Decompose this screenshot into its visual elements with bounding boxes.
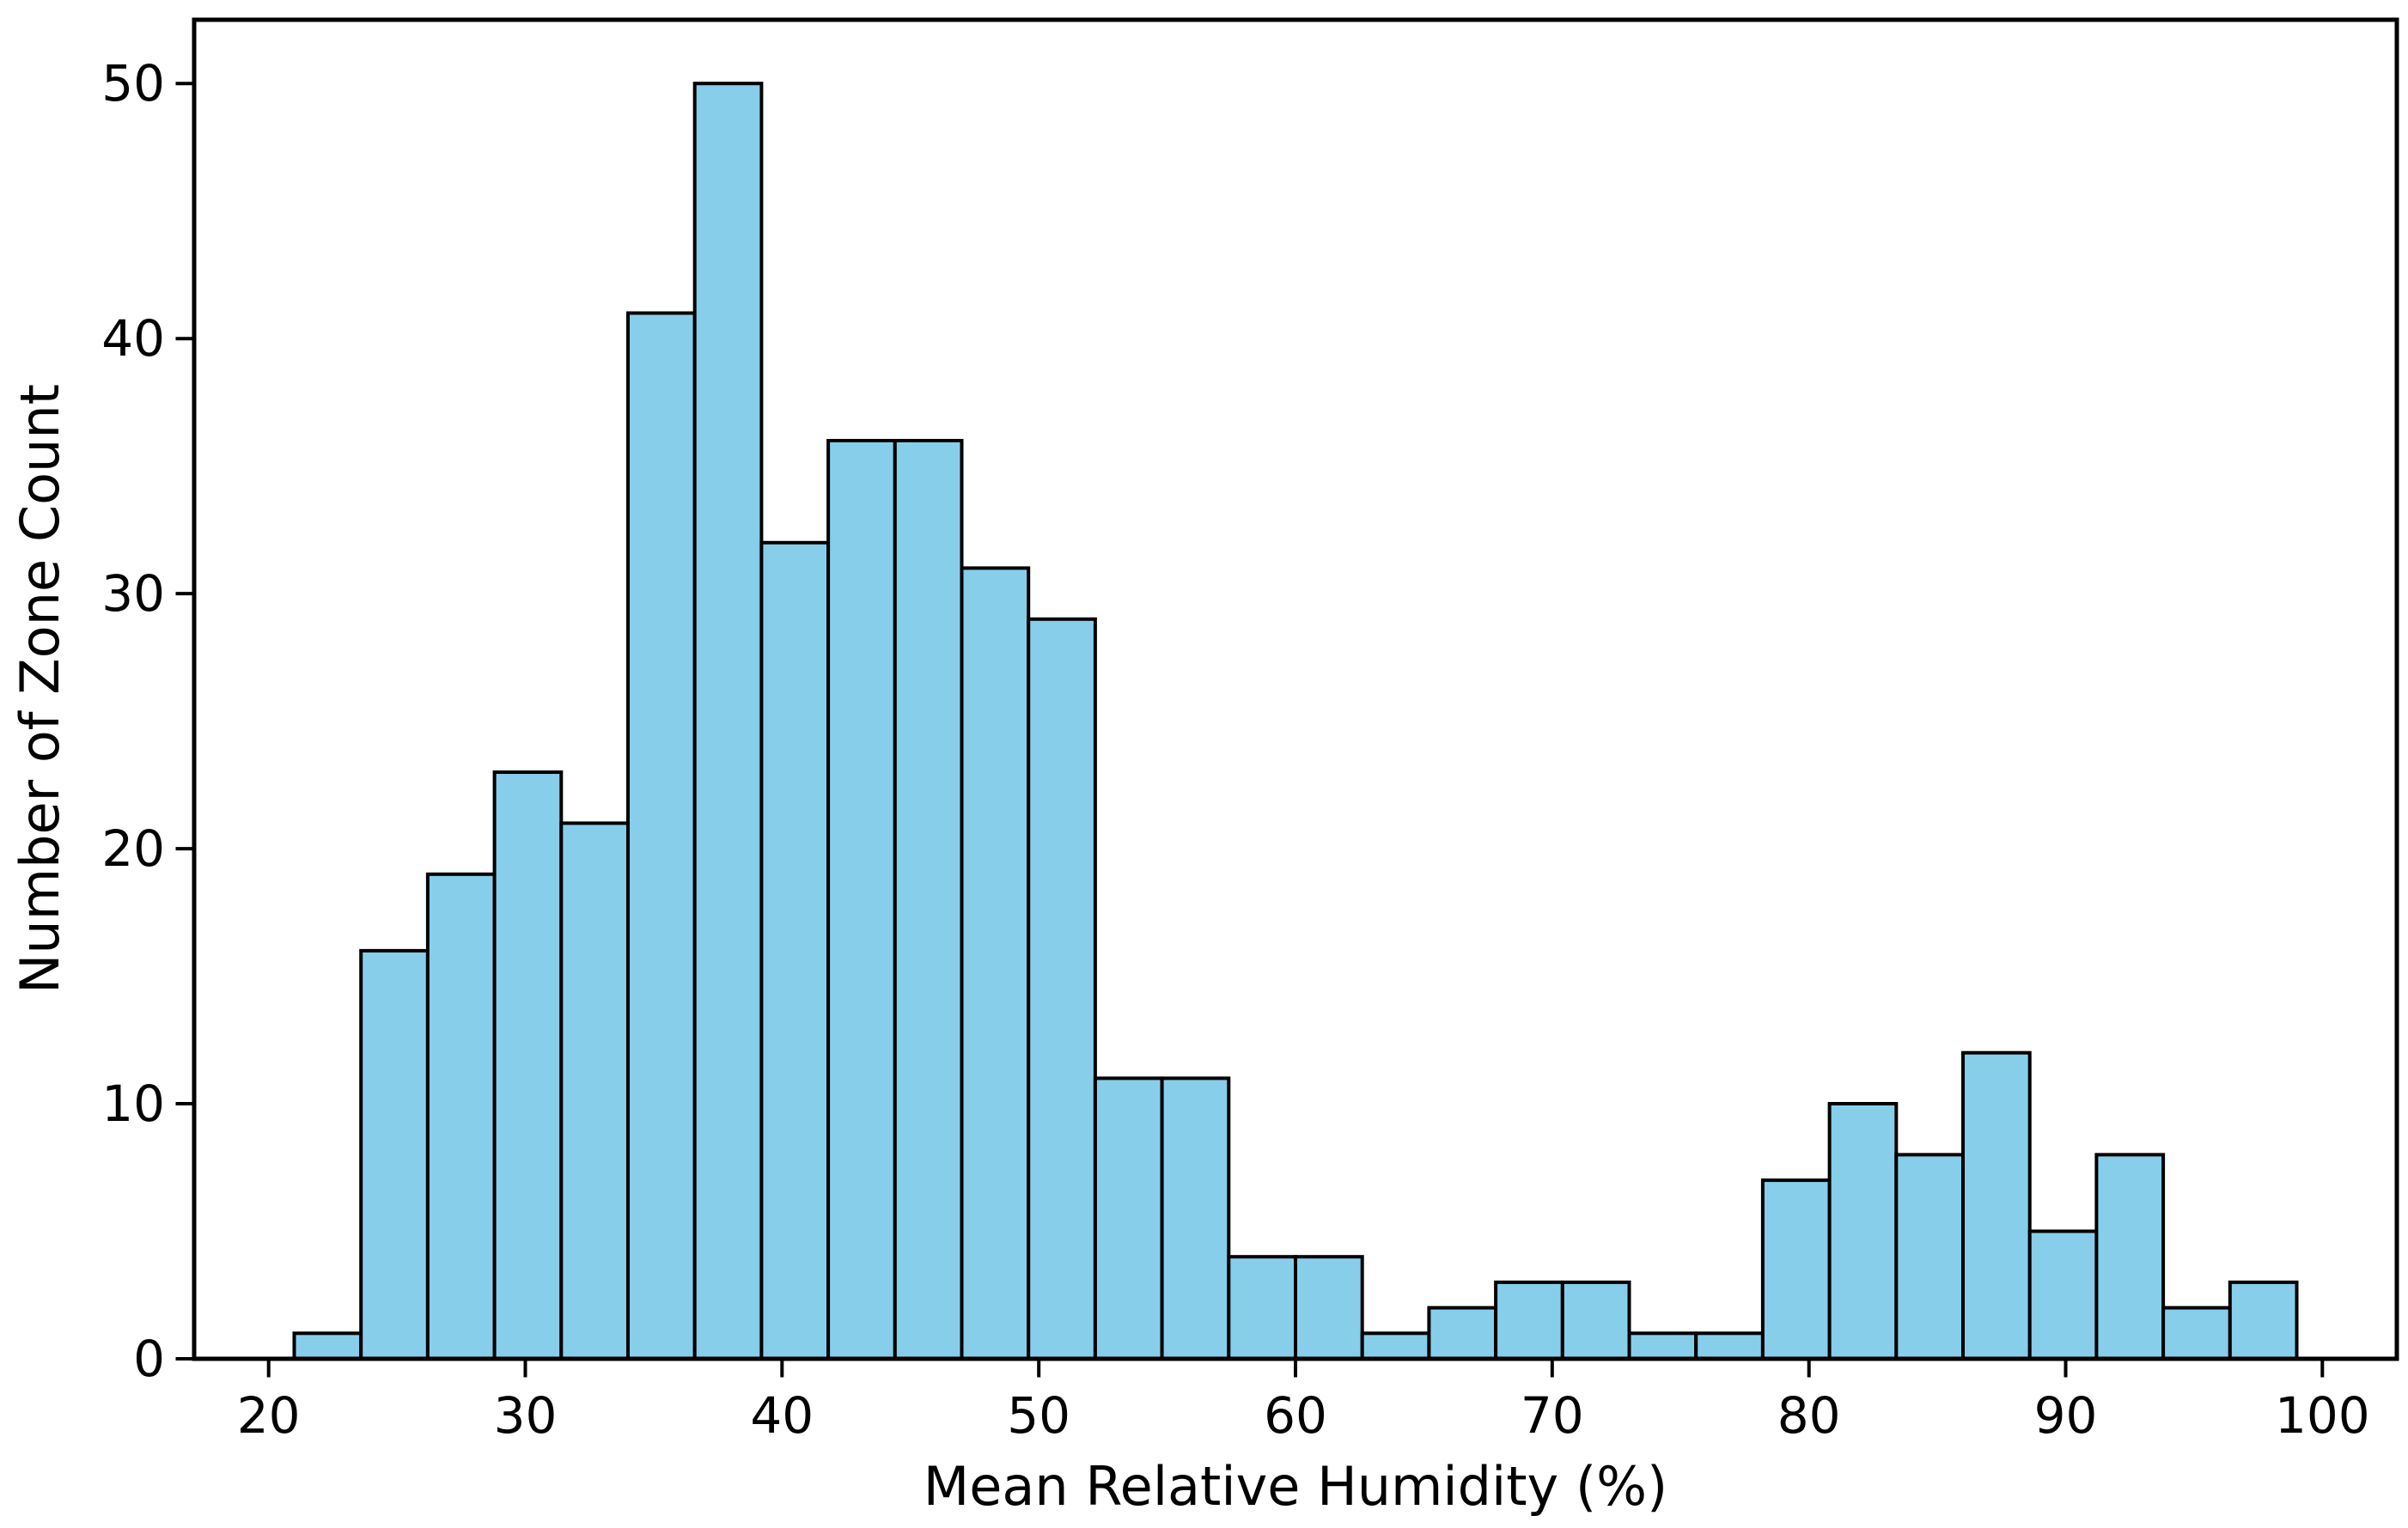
ticks-group: 20 30 40 50 60 70 80 90 100 0 10 20 30 40 50 [101, 54, 2369, 1445]
histogram-bar [2161, 1306, 2232, 1361]
histogram-bar [2094, 1153, 2166, 1361]
histogram-bar [1227, 1255, 1298, 1361]
x-axis-label: Mean Relative Humidity (%) [924, 1455, 1668, 1518]
histogram-bar [1427, 1306, 1498, 1361]
histogram-bar [1894, 1153, 1966, 1361]
x-tick-label: 80 [1777, 1386, 1841, 1445]
histogram-bar [1494, 1280, 1564, 1361]
histogram-bar [1027, 617, 1097, 1361]
y-tick-label: 20 [101, 819, 165, 878]
histogram-bar [425, 872, 497, 1361]
y-tick-label: 10 [101, 1074, 165, 1133]
histogram-bar [893, 439, 964, 1361]
x-tick-label: 90 [2034, 1386, 2098, 1445]
x-tick-label: 70 [1521, 1386, 1584, 1445]
histogram-bar [492, 770, 564, 1361]
histogram-bar [1360, 1331, 1431, 1361]
y-axis-label: Number of Zone Count [9, 384, 71, 994]
histogram-bar [1160, 1076, 1231, 1361]
histogram-bar [826, 439, 897, 1361]
histogram-bar [1760, 1178, 1832, 1361]
histogram-bar [1827, 1102, 1899, 1361]
histogram-bar [1560, 1280, 1631, 1361]
y-tick-label: 40 [101, 309, 165, 368]
histogram-bar [292, 1331, 363, 1361]
histogram-bar [359, 948, 430, 1361]
x-tick-label: 30 [494, 1386, 558, 1445]
histogram-bar [960, 566, 1031, 1361]
y-tick-label: 30 [101, 564, 165, 623]
y-tick-label: 0 [133, 1330, 165, 1388]
x-tick-label: 40 [750, 1386, 814, 1445]
histogram-bar [626, 311, 697, 1361]
histogram-bar [759, 540, 831, 1361]
histogram-bar [692, 82, 764, 1361]
bars-group [292, 82, 2299, 1361]
histogram-bar [1294, 1255, 1364, 1361]
x-tick-label: 60 [1264, 1386, 1327, 1445]
x-tick-label: 50 [1007, 1386, 1070, 1445]
histogram-bar [2027, 1229, 2099, 1361]
x-tick-label: 20 [237, 1386, 301, 1445]
histogram-bar [559, 821, 630, 1361]
histogram-bar [2228, 1280, 2299, 1361]
histogram-bar [1627, 1331, 1698, 1361]
y-tick-label: 50 [101, 54, 165, 113]
histogram-bar [1093, 1076, 1164, 1361]
histogram-bar [1694, 1331, 1765, 1361]
x-tick-label: 100 [2275, 1386, 2370, 1445]
histogram-bar [1961, 1050, 2032, 1361]
